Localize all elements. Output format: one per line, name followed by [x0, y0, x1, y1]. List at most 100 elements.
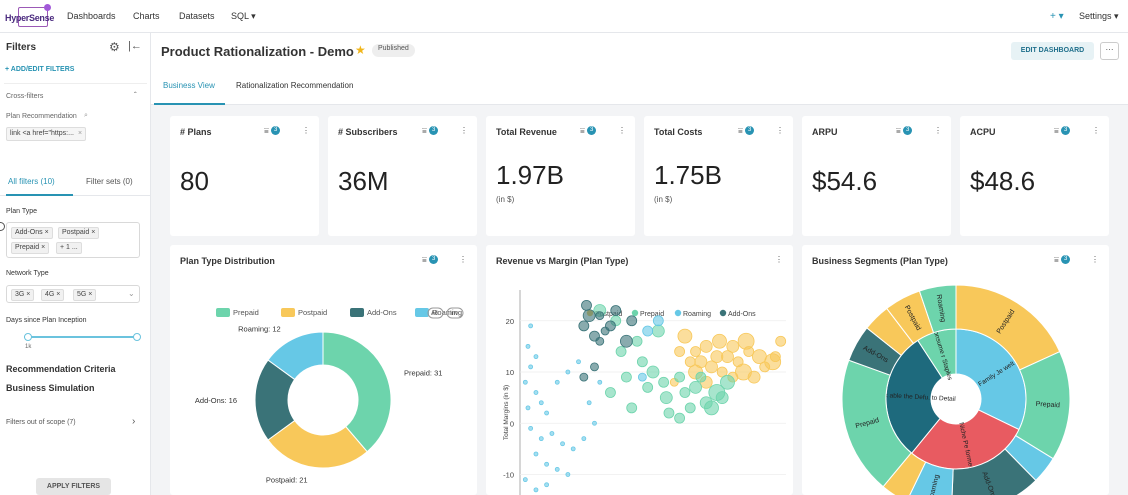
tag-add-ons[interactable]: Add-Ons ×	[11, 227, 53, 239]
tag-postpaid[interactable]: Postpaid ×	[58, 227, 100, 239]
legend-all-toggle	[427, 307, 444, 319]
plan-type-distribution-card[interactable]: Plan Type Distribution ⩸ 3 ⋮ Prepaid Post…	[170, 245, 477, 495]
y-tick-label: -10	[503, 471, 514, 480]
collapse-panel-icon[interactable]: |←	[128, 40, 142, 52]
nav-dashboards[interactable]: Dashboards	[67, 11, 116, 21]
card-menu-icon[interactable]: ⋮	[302, 126, 310, 135]
tag-3g[interactable]: 3G ×	[11, 289, 35, 301]
scatter-point	[674, 346, 686, 357]
scatter-point	[651, 324, 665, 338]
card-menu-icon[interactable]: ⋮	[1092, 126, 1100, 135]
filter-indicator[interactable]: ⩸ 3	[422, 126, 439, 136]
nav-sql[interactable]: SQL ▾	[231, 11, 256, 21]
tab-business-view[interactable]: Business View	[163, 81, 215, 90]
scatter-point	[544, 482, 549, 488]
nav-settings[interactable]: Settings ▾	[1079, 11, 1119, 21]
card-menu-icon[interactable]: ⋮	[460, 126, 468, 135]
network-type-select[interactable]: 3G × 4G × 5G × ⌄	[6, 285, 140, 303]
card-menu-icon[interactable]: ⋮	[459, 255, 467, 264]
plan-type-label: Plan Type	[6, 208, 38, 215]
tab-rationalization-recommendation[interactable]: Rationalization Recommendation	[236, 81, 354, 90]
published-badge[interactable]: Published	[372, 44, 415, 57]
app-logo[interactable]: HyperSense	[4, 4, 54, 28]
more-options-button[interactable]: ···	[1100, 42, 1119, 60]
business-simulation-section[interactable]: Business Simulation	[6, 383, 95, 393]
kpi-card-acpu[interactable]: ACPU ⩸ 3 ⋮ $48.6	[960, 116, 1109, 236]
slider-track[interactable]	[24, 336, 137, 338]
filter-indicator[interactable]: ⩸ 3	[264, 126, 281, 136]
cross-filter-chip[interactable]: link <a href="https:... ×	[6, 127, 87, 141]
scatter-point	[570, 446, 576, 452]
card-menu-icon[interactable]: ⋮	[618, 126, 626, 135]
kpi-card-total-costs[interactable]: Total Costs ⩸ 3 ⋮ 1.75B (in $)	[644, 116, 793, 236]
slider-handle-max[interactable]	[133, 333, 141, 341]
kpi-title: Total Costs	[654, 127, 703, 137]
revenue-vs-margin-card[interactable]: Revenue vs Margin (Plan Type) ⋮ Postpaid…	[486, 245, 793, 495]
tab-filter-sets[interactable]: Filter sets (0)	[86, 177, 133, 186]
chevron-down-icon[interactable]: ⌄	[128, 289, 135, 298]
kpi-value: 1.75B	[654, 160, 722, 190]
scatter-point	[646, 365, 660, 379]
scatter-point	[684, 402, 696, 414]
filter-indicator[interactable]: ⩸ 3	[1054, 255, 1071, 265]
card-menu-icon[interactable]: ⋮	[1091, 255, 1099, 264]
top-navbar: HyperSense Dashboards Charts Datasets SQ…	[0, 0, 1128, 33]
favorite-star-icon[interactable]: ★	[355, 43, 366, 57]
filter-indicator[interactable]: ⩸ 3	[896, 126, 913, 136]
funnel-icon: ⩸	[1054, 255, 1059, 264]
kpi-card-subscribers[interactable]: # Subscribers ⩸ 3 ⋮ 36M	[328, 116, 477, 236]
scatter-point	[560, 441, 565, 447]
filter-indicator[interactable]: ⩸ 3	[422, 255, 439, 265]
kpi-card-plans[interactable]: # Plans ⩸ 3 ⋮ 80	[170, 116, 319, 236]
y-axis-label: Total Margins (in $)	[503, 385, 510, 440]
scatter-point	[595, 336, 605, 346]
card-menu-icon[interactable]: ⋮	[934, 126, 942, 135]
sunburst-outer-label: Roaming	[935, 294, 946, 323]
chevron-right-icon[interactable]: ›	[132, 416, 136, 427]
tag-more[interactable]: + 1 ...	[56, 242, 82, 254]
chart-title: Business Segments (Plan Type)	[812, 256, 948, 266]
legend-inv-toggle	[446, 307, 464, 319]
add-edit-filters-button[interactable]: + ADD/EDIT FILTERS	[5, 66, 75, 73]
nav-plus[interactable]: + ▾	[1050, 11, 1064, 22]
nav-charts[interactable]: Charts	[133, 11, 160, 21]
tab-all-filters[interactable]: All filters (10)	[8, 177, 55, 186]
kpi-card-total-revenue[interactable]: Total Revenue ⩸ 3 ⋮ 1.97B (in $)	[486, 116, 635, 236]
card-menu-icon[interactable]: ⋮	[776, 126, 784, 135]
scatter-point	[710, 350, 724, 364]
legend-label: Postpaid	[595, 311, 622, 318]
scatter-point	[726, 339, 740, 353]
tag-4g[interactable]: 4G ×	[41, 289, 65, 301]
kpi-card-arpu[interactable]: ARPU ⩸ 3 ⋮ $54.6	[802, 116, 951, 236]
chevron-up-icon[interactable]: ˆ	[134, 91, 137, 100]
scatter-point	[544, 461, 549, 467]
scatter-point	[732, 356, 744, 368]
tag-prepaid[interactable]: Prepaid ×	[11, 242, 50, 254]
plan-type-select[interactable]: Add-Ons × Postpaid × Prepaid × + 1 ...	[6, 222, 140, 258]
filter-count-badge: 3	[1061, 126, 1071, 136]
funnel-icon: ⩸	[422, 255, 427, 264]
scatter-point	[538, 436, 544, 442]
apply-filters-button[interactable]: APPLY FILTERS	[36, 478, 111, 495]
filters-out-of-scope[interactable]: Filters out of scope (7)	[6, 419, 76, 426]
slider-handle-min[interactable]	[24, 333, 32, 341]
close-icon[interactable]: ×	[77, 130, 83, 137]
business-segments-card[interactable]: Business Segments (Plan Type) ⩸ 3 ⋮ Fami…	[802, 245, 1109, 495]
scatter-point	[747, 370, 761, 384]
filter-indicator[interactable]: ⩸ 3	[1054, 126, 1071, 136]
kpi-value: $54.6	[812, 166, 878, 196]
scatter-point	[636, 356, 648, 368]
nav-datasets[interactable]: Datasets	[179, 11, 215, 21]
dashboard-title[interactable]: Product Rationalization - Demo	[161, 44, 354, 59]
kpi-title: ARPU	[812, 127, 838, 137]
filter-indicator[interactable]: ⩸ 3	[580, 126, 597, 136]
filter-indicator[interactable]: ⩸ 3	[738, 126, 755, 136]
edit-dashboard-button[interactable]: EDIT DASHBOARD	[1011, 42, 1094, 60]
scatter-point	[642, 325, 654, 337]
legend-label: Add-Ons	[728, 311, 756, 318]
tag-5g[interactable]: 5G ×	[73, 289, 97, 301]
card-menu-icon[interactable]: ⋮	[775, 255, 783, 264]
gear-icon[interactable]: ⚙	[109, 40, 120, 54]
tabs-divider	[0, 195, 151, 196]
recommendation-criteria-section[interactable]: Recommendation Criteria	[6, 364, 116, 374]
